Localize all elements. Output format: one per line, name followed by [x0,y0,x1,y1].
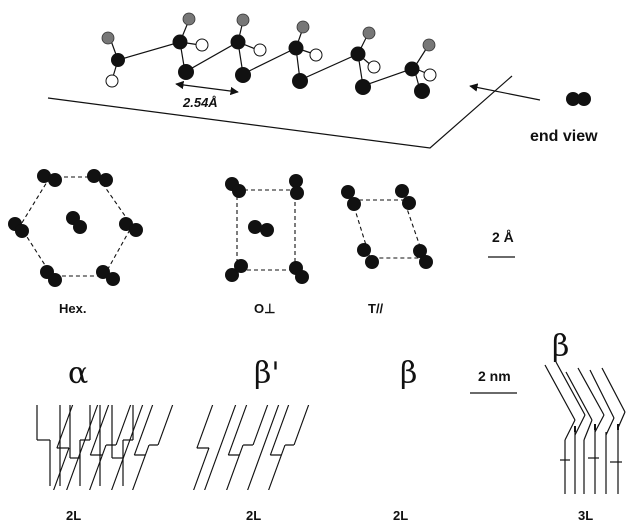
beta-prime-label: β' [254,356,280,391]
lamella-scale-label: 2 nm [478,368,511,384]
subcell-scale-label: 2 Å [492,229,514,245]
plane-outline [47,75,513,149]
lamella-scale-bar: 2 nm [470,368,517,394]
beta-3l-layer-label: 3L [578,508,593,523]
subcell-label-hex: Hex. [59,301,86,316]
subcell-hex: Hex. [8,169,143,316]
beta-label: β [400,356,417,391]
subcell-label-orthorhombic: O⊥ [254,301,275,316]
end-view-atoms [566,92,591,106]
carbon-atoms [111,34,430,99]
distance-label: 2.54Å [182,95,218,110]
subcell-triclinic: T// [341,184,433,316]
polymorph-beta: β 2L [193,356,417,523]
alpha-label: α [68,356,88,391]
beta-3l-label: β [552,329,569,364]
subcell-orthorhombic: O⊥ [225,174,309,316]
open-hydrogen-atoms [105,38,437,88]
end-view-arrow [469,83,541,101]
subcell-label-triclinic: T// [368,301,384,316]
polymorph-beta-3l: β [544,329,626,523]
polymorph-beta-prime: β' 2L [53,356,280,523]
beta-layer-label: 2L [393,508,408,523]
alpha-layer-label: 2L [66,508,81,523]
polymorph-alpha: α 2L [36,356,134,523]
beta-prime-layer-label: 2L [246,508,261,523]
grey-hydrogen-atoms [101,12,436,52]
hydrogen-bonds [109,19,429,81]
distance-arrow [175,80,239,96]
chain-figure: 2.54Å end view [47,12,598,149]
subcell-scale-bar: 2 Å [488,229,515,258]
end-view-label: end view [530,128,598,145]
